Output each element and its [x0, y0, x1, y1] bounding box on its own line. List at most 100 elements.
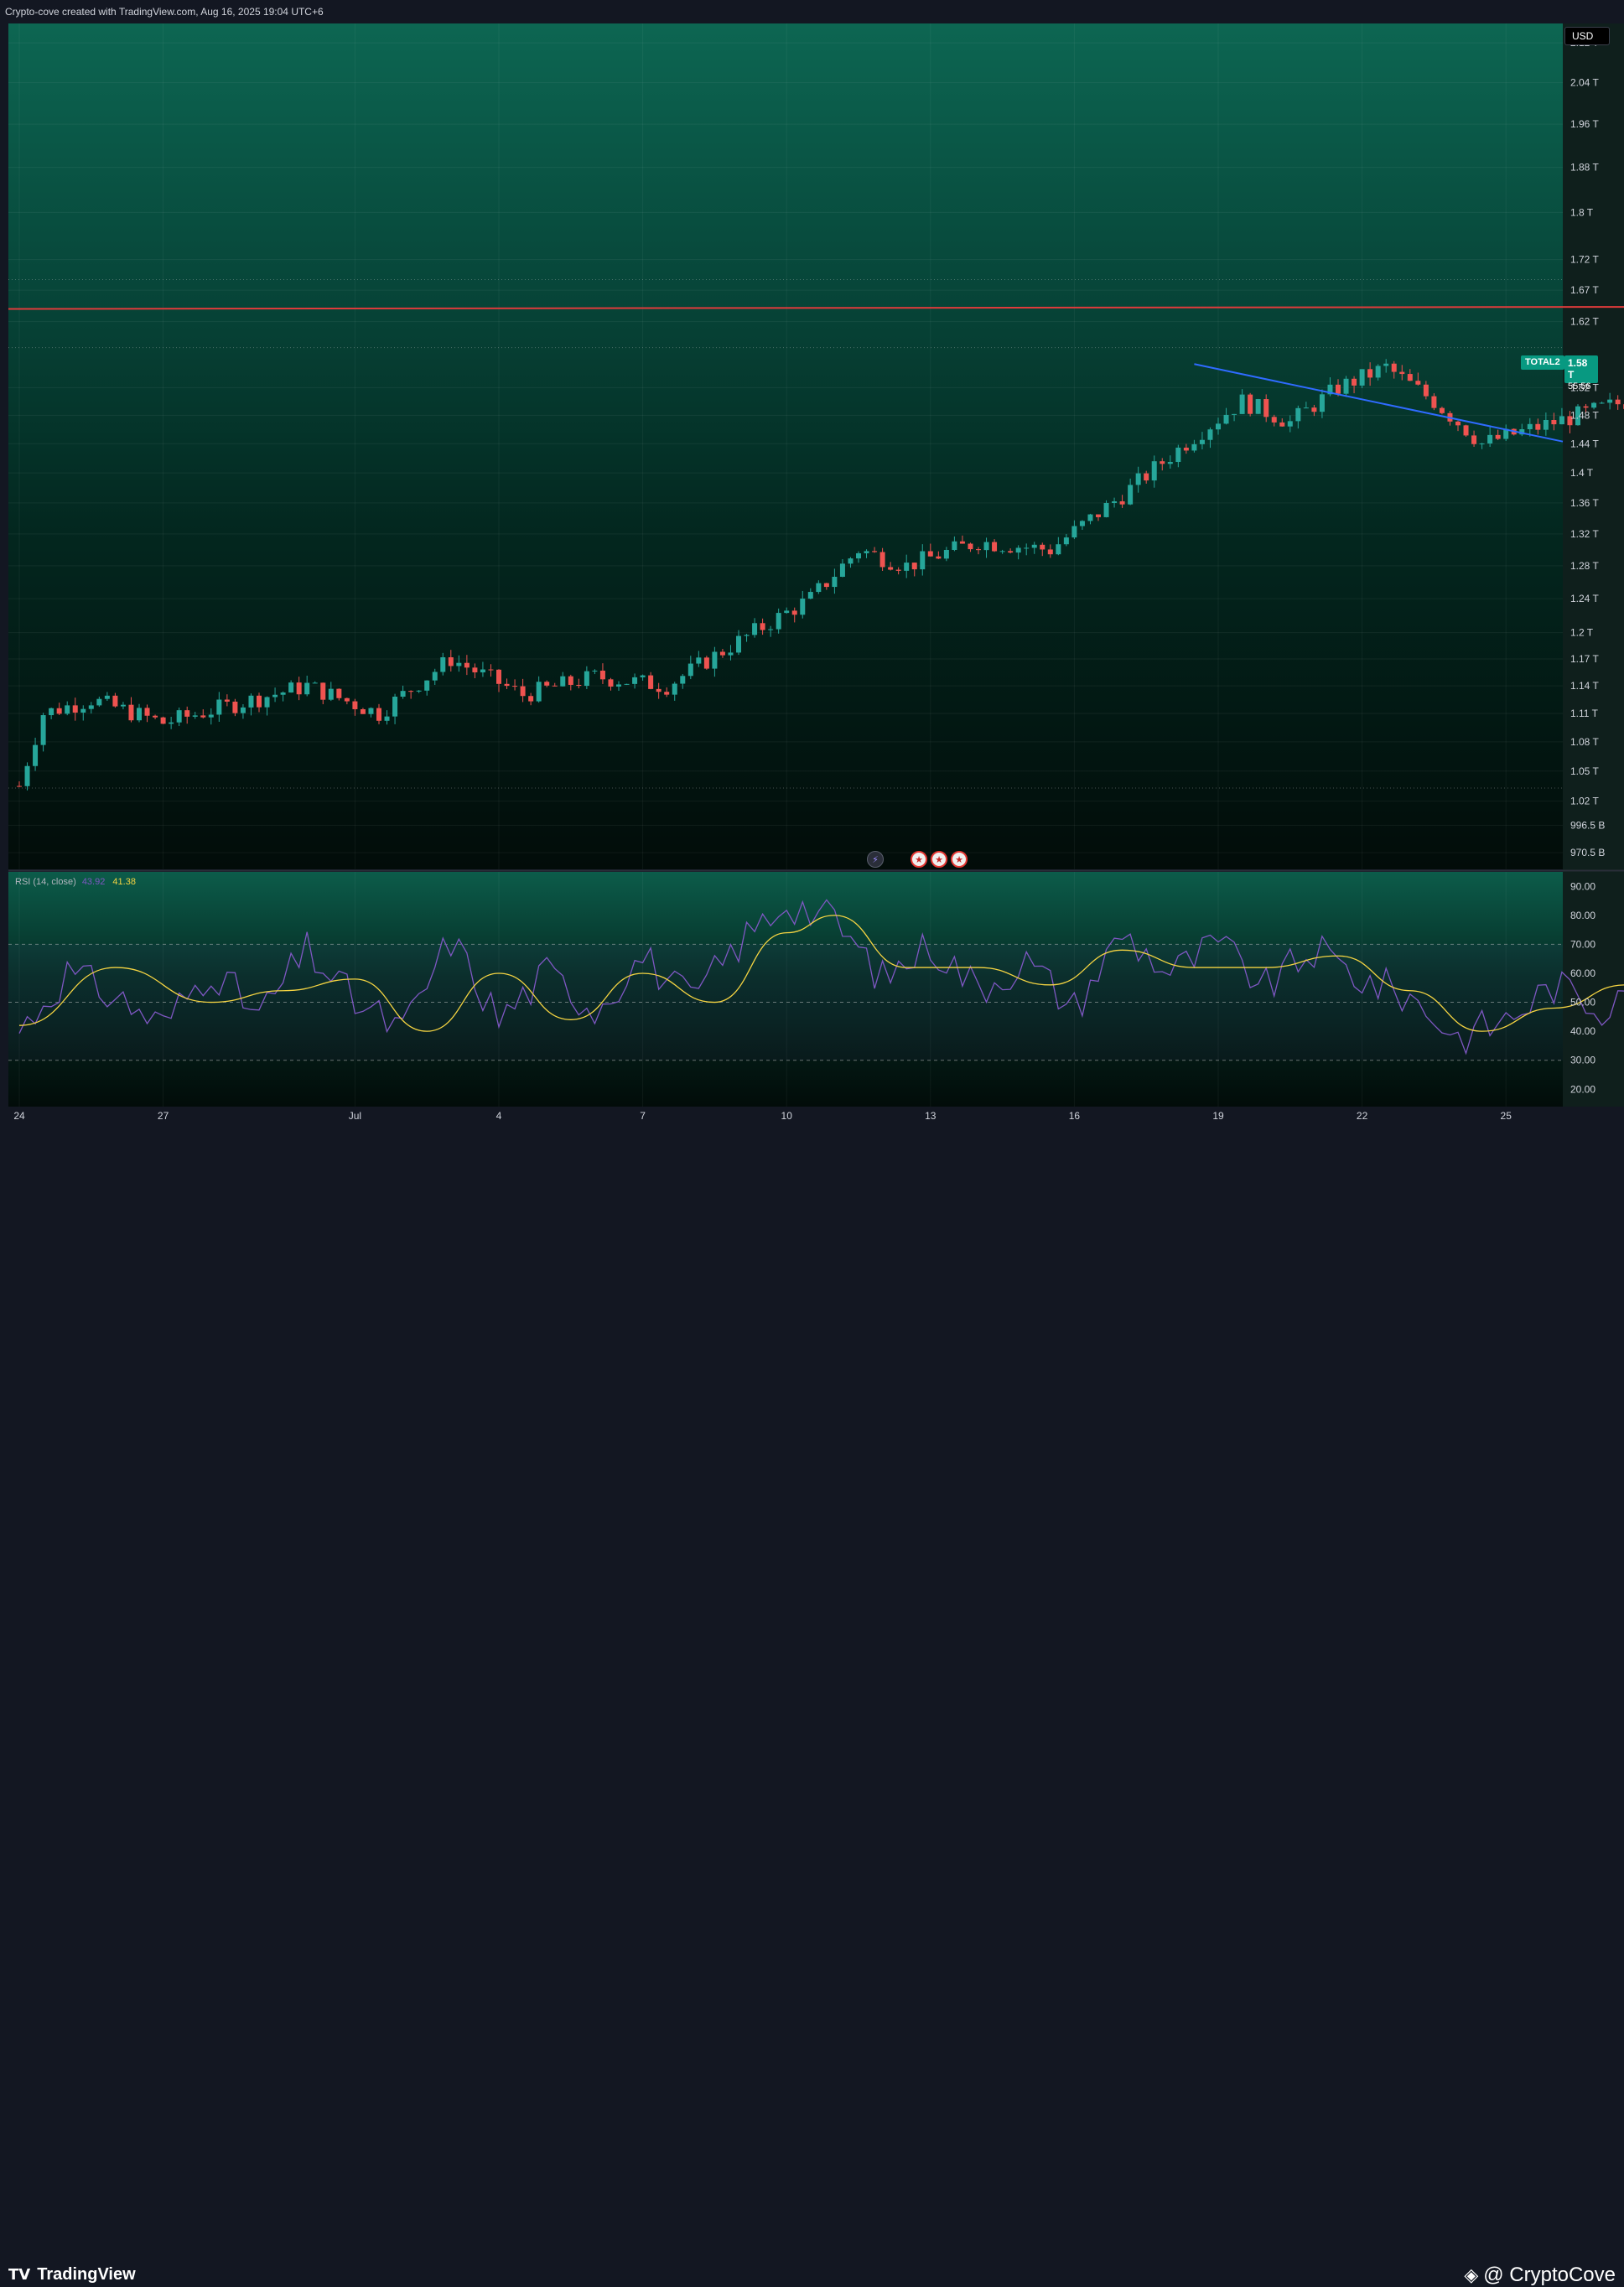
candle-body [992, 542, 998, 552]
time-tick-labels: 24 27 Jul 4 7 10 13 16 19 22 25 [13, 1110, 1512, 1122]
candle-body [1040, 544, 1045, 550]
rsi-tick-label: 90.00 [1570, 880, 1595, 892]
candle-body [1391, 363, 1397, 372]
candles [17, 359, 1624, 791]
candle-body [504, 683, 510, 687]
candle-body [1327, 384, 1333, 395]
candle-body [336, 688, 342, 698]
candle-body [1503, 428, 1509, 439]
candle-body [208, 714, 214, 718]
bar-countdown: 55:56 [1568, 381, 1591, 392]
candle-body [1383, 363, 1389, 366]
candle-body [400, 691, 406, 697]
candle-body [1255, 399, 1261, 414]
us-flag-icon[interactable]: ★ [931, 851, 947, 868]
price-pane[interactable] [8, 23, 1563, 869]
rsi-line [18, 899, 1624, 1055]
candle-body [1471, 435, 1477, 444]
candle-body [440, 657, 446, 672]
candle-body [1599, 402, 1605, 404]
candle-body [624, 683, 630, 685]
rsi-lines [18, 899, 1624, 1055]
candle-body [1087, 514, 1093, 521]
lightning-icon[interactable]: ⚡ [867, 851, 884, 868]
candle-body [528, 696, 534, 702]
candle-body [200, 715, 206, 718]
candle-body [264, 697, 270, 708]
candle-body [552, 685, 558, 687]
time-tick-label: 13 [925, 1110, 937, 1122]
price-tick-label: 1.02 T [1570, 796, 1599, 807]
candle-body [1367, 369, 1373, 378]
candle-body [1423, 384, 1429, 397]
candle-body [872, 551, 878, 552]
candle-body [257, 695, 262, 708]
candle-body [1079, 521, 1085, 526]
tradingview-logo[interactable]: 𝗧𝗩 TradingView [8, 2265, 136, 2284]
candle-body [1479, 443, 1485, 445]
time-axis[interactable] [0, 1107, 1624, 1123]
us-flag-icon[interactable]: ★ [911, 851, 927, 868]
candle-body [752, 623, 758, 635]
candle-body [169, 722, 174, 724]
rsi-tick-label: 30.00 [1570, 1055, 1595, 1066]
price-axis[interactable] [1563, 23, 1624, 1107]
candle-body [56, 708, 62, 714]
candle-body [137, 708, 142, 721]
price-tick-label: 1.11 T [1570, 708, 1599, 719]
candle-body [1271, 417, 1277, 423]
chart-header: Crypto-cove created with TradingView.com… [0, 0, 1624, 23]
candle-body [40, 715, 46, 745]
watermark-text: @ CryptoCove [1483, 2264, 1616, 2286]
us-flag-icon[interactable]: ★ [951, 851, 968, 868]
last-price: 1.58 T [1568, 357, 1588, 381]
candle-body [1167, 462, 1173, 464]
candle-body [153, 715, 158, 718]
candle-body [656, 688, 662, 692]
time-tick-label: 16 [1069, 1110, 1081, 1122]
candle-body [1103, 503, 1109, 517]
candle-body [1279, 422, 1285, 427]
candle-body [1615, 399, 1621, 405]
rsi-tick-label: 40.00 [1570, 1025, 1595, 1037]
price-tick-label: 1.36 T [1570, 497, 1599, 509]
rsi-ma-line [18, 915, 1624, 1032]
rsi-legend[interactable]: RSI (14, close) 43.92 41.38 [15, 877, 136, 887]
symbol-label: TOTAL2 [1521, 355, 1564, 370]
candle-body [664, 692, 670, 695]
candle-body [33, 744, 39, 766]
rsi-value: 43.92 [81, 877, 106, 887]
currency-button[interactable]: USD [1564, 27, 1610, 45]
candle-body [943, 549, 949, 559]
time-tick-label: 25 [1501, 1110, 1512, 1122]
time-tick-label: 4 [496, 1110, 502, 1122]
candle-body [632, 677, 638, 684]
price-tick-label: 1.2 T [1570, 627, 1594, 639]
candle-body [1455, 421, 1461, 426]
candle-body [120, 704, 126, 707]
price-tick-label: 1.52 T [1570, 381, 1599, 393]
candle-body [472, 667, 478, 673]
candle-body [736, 635, 741, 653]
price-tick-label: 1.96 T [1570, 118, 1599, 130]
rsi-tick-label: 80.00 [1570, 910, 1595, 921]
candle-body [648, 675, 654, 689]
candle-body [712, 651, 718, 669]
candle-body [1151, 461, 1157, 481]
candle-body [1607, 399, 1613, 403]
price-tick-label: 1.28 T [1570, 560, 1599, 572]
candle-body [592, 670, 598, 672]
candle-body [88, 705, 94, 709]
candle-body [719, 651, 725, 656]
author-watermark: ◈ @ CryptoCove [1464, 2264, 1616, 2287]
candle-body [599, 670, 605, 680]
rsi-tick-label: 50.00 [1570, 997, 1595, 1009]
candle-body [1248, 394, 1253, 414]
candle-body [1096, 514, 1101, 517]
candle-body [344, 698, 350, 702]
candle-body [672, 683, 677, 695]
candle-body [696, 657, 702, 664]
price-tick-label: 1.72 T [1570, 254, 1599, 266]
candle-body [128, 704, 134, 721]
candle-body [576, 684, 582, 687]
